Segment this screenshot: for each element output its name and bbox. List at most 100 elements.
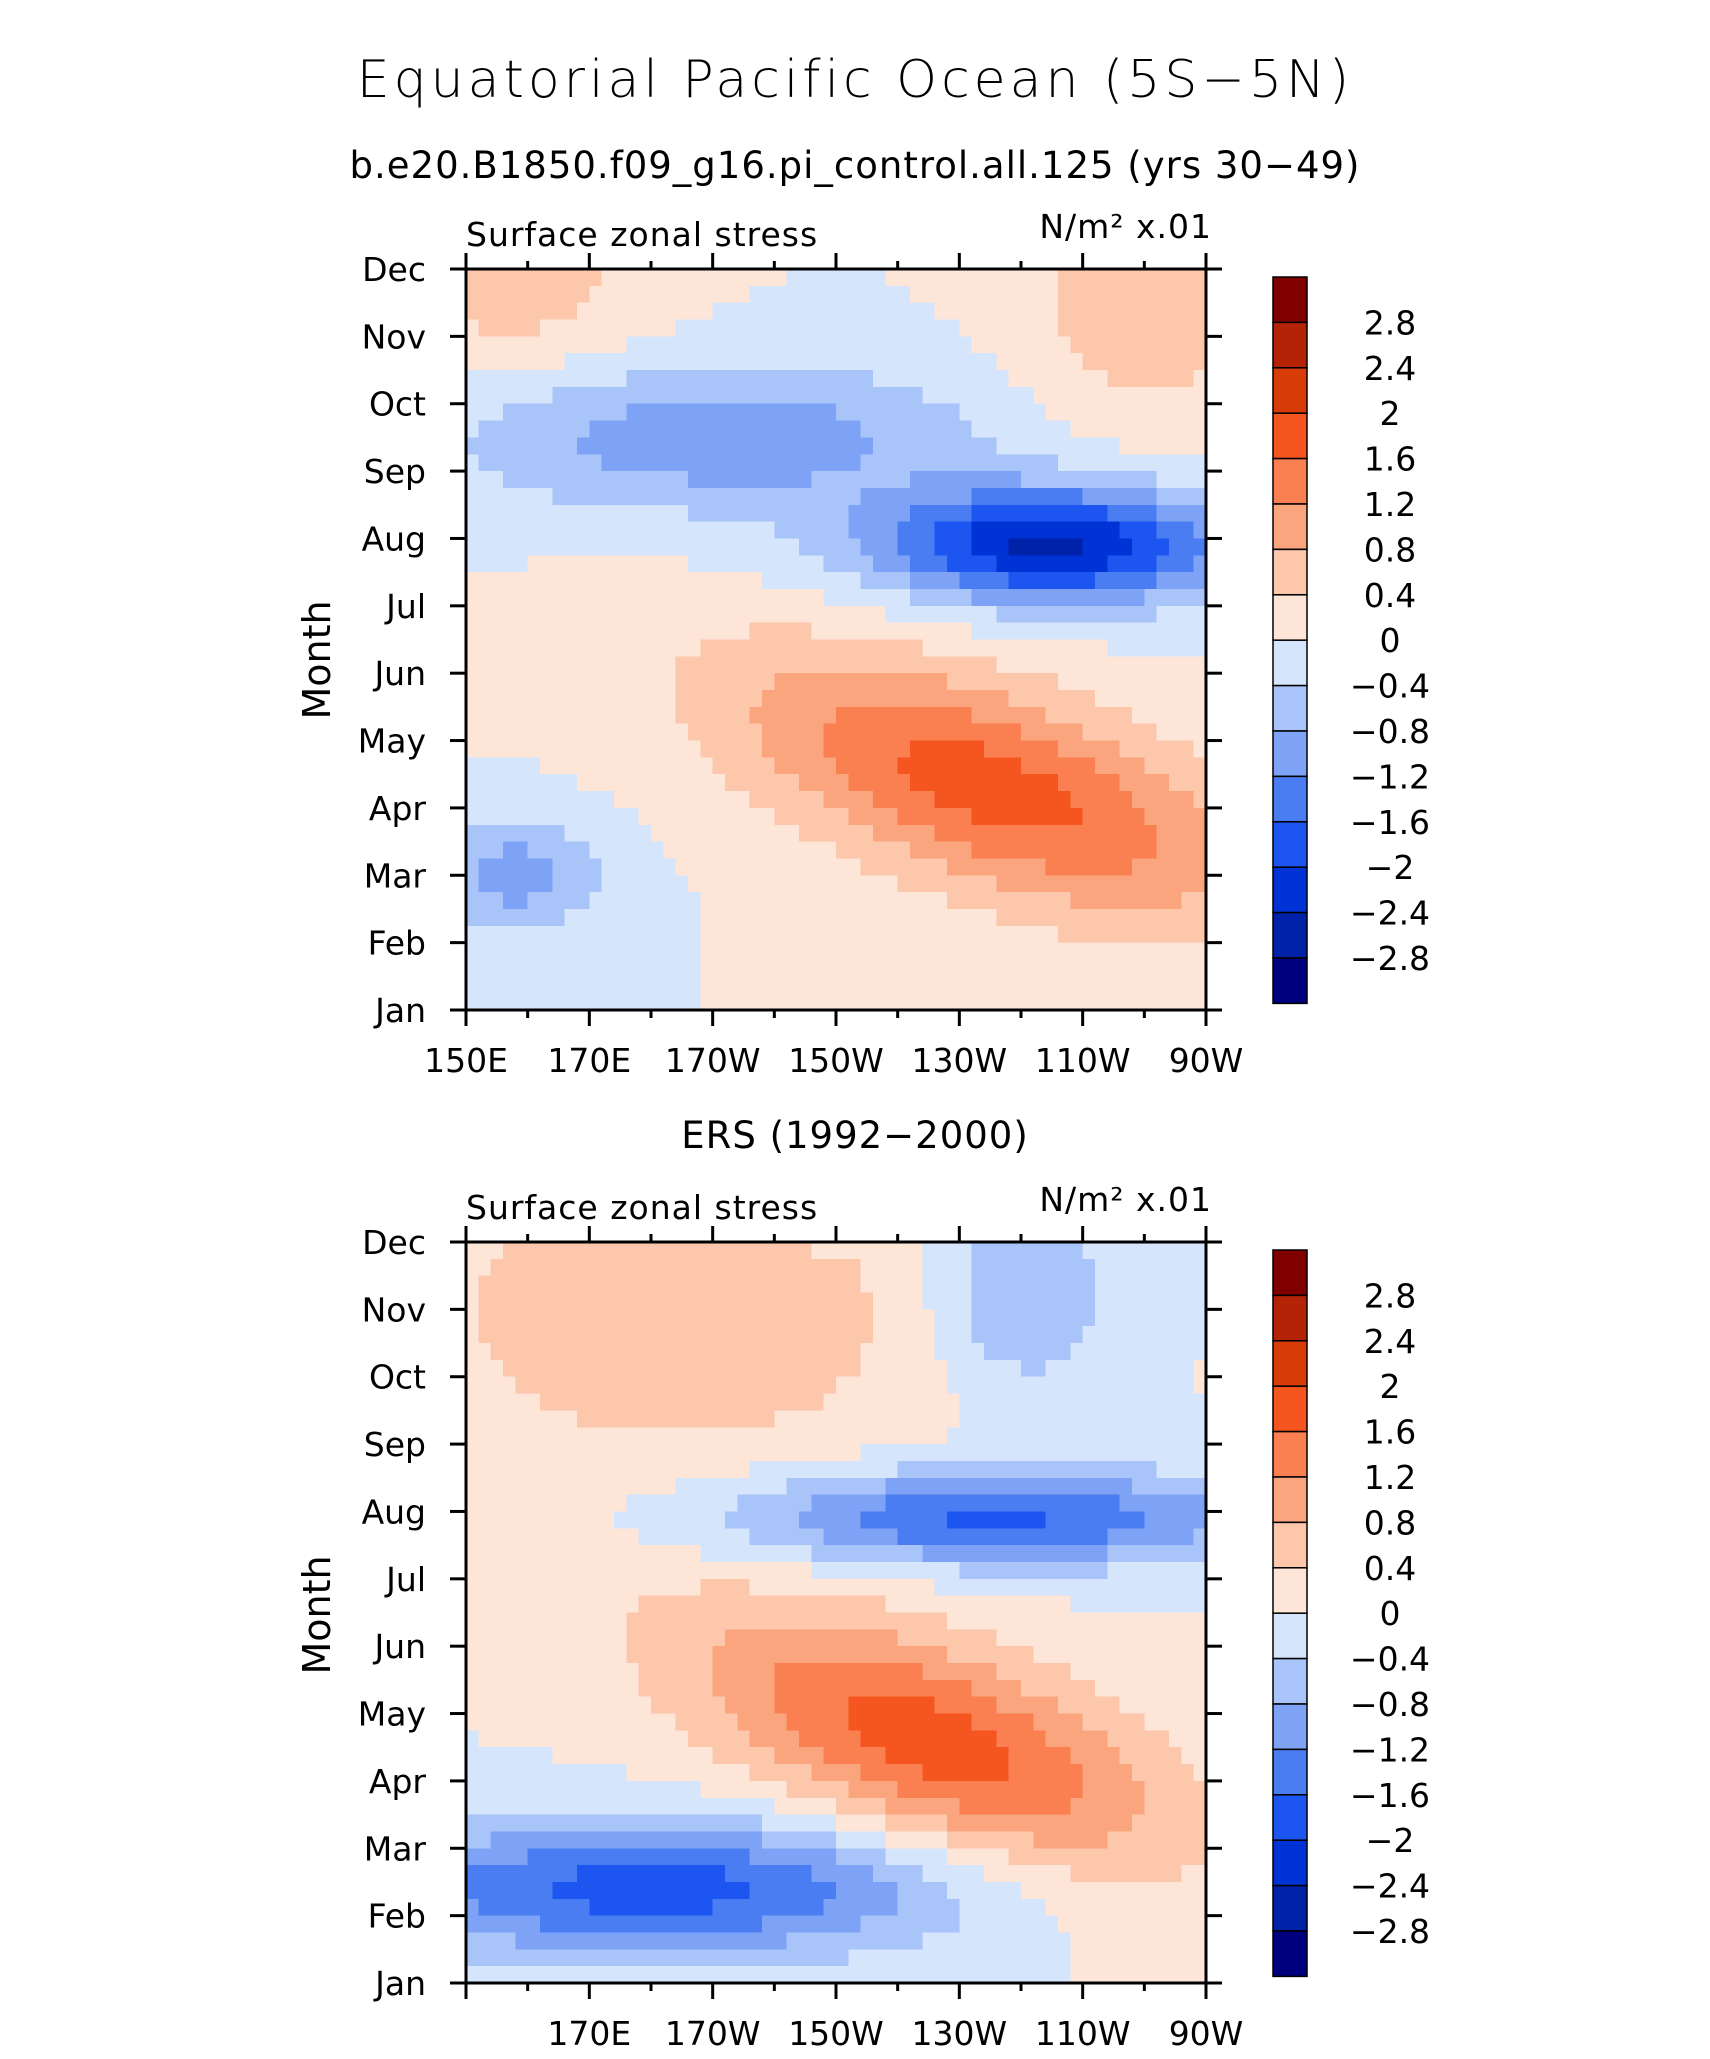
contour-cell xyxy=(971,1528,985,1547)
contour-cell xyxy=(848,824,862,843)
contour-cell xyxy=(688,1612,702,1631)
contour-cell xyxy=(860,555,874,574)
contour-cell xyxy=(552,1629,566,1648)
contour-cell xyxy=(947,370,961,388)
contour-cell xyxy=(1119,1679,1133,1698)
contour-cell xyxy=(651,1696,665,1715)
contour-cell xyxy=(1021,1730,1035,1749)
contour-cell xyxy=(1119,858,1133,877)
contour-cell xyxy=(1008,471,1022,489)
contour-cell xyxy=(774,1393,788,1412)
contour-cell xyxy=(1082,1444,1096,1462)
contour-cell xyxy=(971,605,985,624)
contour-cell xyxy=(626,1528,640,1547)
contour-cell xyxy=(577,538,591,557)
contour-cell xyxy=(651,1545,665,1563)
contour-cell xyxy=(712,1309,726,1328)
contour-cell xyxy=(1169,1595,1183,1614)
contour-cell xyxy=(712,1831,726,1850)
contour-cell xyxy=(910,639,924,658)
contour-cell xyxy=(1058,1848,1072,1867)
contour-cell xyxy=(626,403,640,422)
contour-cell xyxy=(503,1460,517,1479)
contour-cell xyxy=(540,1343,554,1361)
contour-cell xyxy=(725,993,739,1010)
contour-cell xyxy=(638,875,652,894)
contour-cell xyxy=(466,302,480,321)
contour-cell xyxy=(564,1511,578,1530)
contour-cell xyxy=(527,1477,541,1496)
contour-cell xyxy=(1169,824,1183,843)
contour-cell xyxy=(885,942,899,961)
contour-cell xyxy=(1119,471,1133,489)
contour-cell xyxy=(503,572,517,590)
contour-cell xyxy=(971,1292,985,1311)
contour-cell xyxy=(1082,1376,1096,1395)
contour-cell xyxy=(1045,605,1059,624)
contour-cell xyxy=(1008,1747,1022,1766)
contour-cell xyxy=(984,757,998,776)
contour-cell xyxy=(959,588,973,607)
contour-cell xyxy=(651,1343,665,1361)
contour-cell xyxy=(1008,403,1022,422)
contour-cell xyxy=(910,1730,924,1749)
contour-cell xyxy=(1107,1410,1121,1429)
contour-cell xyxy=(786,370,800,388)
contour-cell xyxy=(897,774,911,793)
contour-cell xyxy=(638,487,652,506)
contour-cell xyxy=(1082,403,1096,422)
contour-cell xyxy=(774,1612,788,1631)
contour-cell xyxy=(1033,1477,1047,1496)
contour-cell xyxy=(786,285,800,304)
contour-cell xyxy=(540,1663,554,1681)
contour-cell xyxy=(737,437,751,456)
contour-cell xyxy=(910,841,924,860)
contour-cell xyxy=(688,622,702,641)
contour-cell xyxy=(490,1376,504,1395)
contour-cell xyxy=(1045,1561,1059,1580)
contour-cell xyxy=(959,622,973,641)
contour-cell xyxy=(638,370,652,388)
contour-cell xyxy=(614,1831,628,1850)
contour-cell xyxy=(1033,976,1047,995)
contour-cell xyxy=(860,1848,874,1867)
contour-cell xyxy=(959,437,973,456)
contour-cell xyxy=(799,353,813,372)
contour-cell xyxy=(577,1528,591,1547)
contour-cell xyxy=(1119,319,1133,338)
contour-cell xyxy=(1082,740,1096,759)
contour-cell xyxy=(885,1797,899,1816)
contour-cell xyxy=(910,1747,924,1766)
contour-cell xyxy=(626,892,640,910)
contour-cell xyxy=(971,807,985,826)
contour-cell xyxy=(1008,1343,1022,1361)
contour-cell xyxy=(799,656,813,675)
contour-cell xyxy=(601,1528,615,1547)
contour-cell xyxy=(873,690,887,708)
contour-cell xyxy=(564,1663,578,1681)
contour-cell xyxy=(1193,1747,1206,1766)
contour-cell xyxy=(1193,807,1206,826)
contour-cell xyxy=(1033,1679,1047,1698)
contour-cell xyxy=(922,454,936,473)
contour-cell xyxy=(515,1848,529,1867)
contour-cell xyxy=(885,673,899,692)
contour-cell xyxy=(897,875,911,894)
contour-cell xyxy=(589,1780,603,1799)
contour-cell xyxy=(651,690,665,708)
contour-cell xyxy=(675,336,689,355)
contour-cell xyxy=(675,1393,689,1412)
contour-cell xyxy=(503,1797,517,1816)
contour-cell xyxy=(712,1561,726,1580)
contour-cell xyxy=(984,959,998,978)
contour-cell xyxy=(959,858,973,877)
contour-cell xyxy=(848,1797,862,1816)
contour-cell xyxy=(762,420,776,439)
contour-cell xyxy=(984,791,998,809)
contour-cell xyxy=(1008,1545,1022,1563)
contour-cell xyxy=(700,1612,714,1631)
contour-cell xyxy=(1058,1713,1072,1732)
contour-cell xyxy=(540,1477,554,1496)
contour-cell xyxy=(737,1410,751,1429)
contour-cell xyxy=(1095,1814,1109,1833)
